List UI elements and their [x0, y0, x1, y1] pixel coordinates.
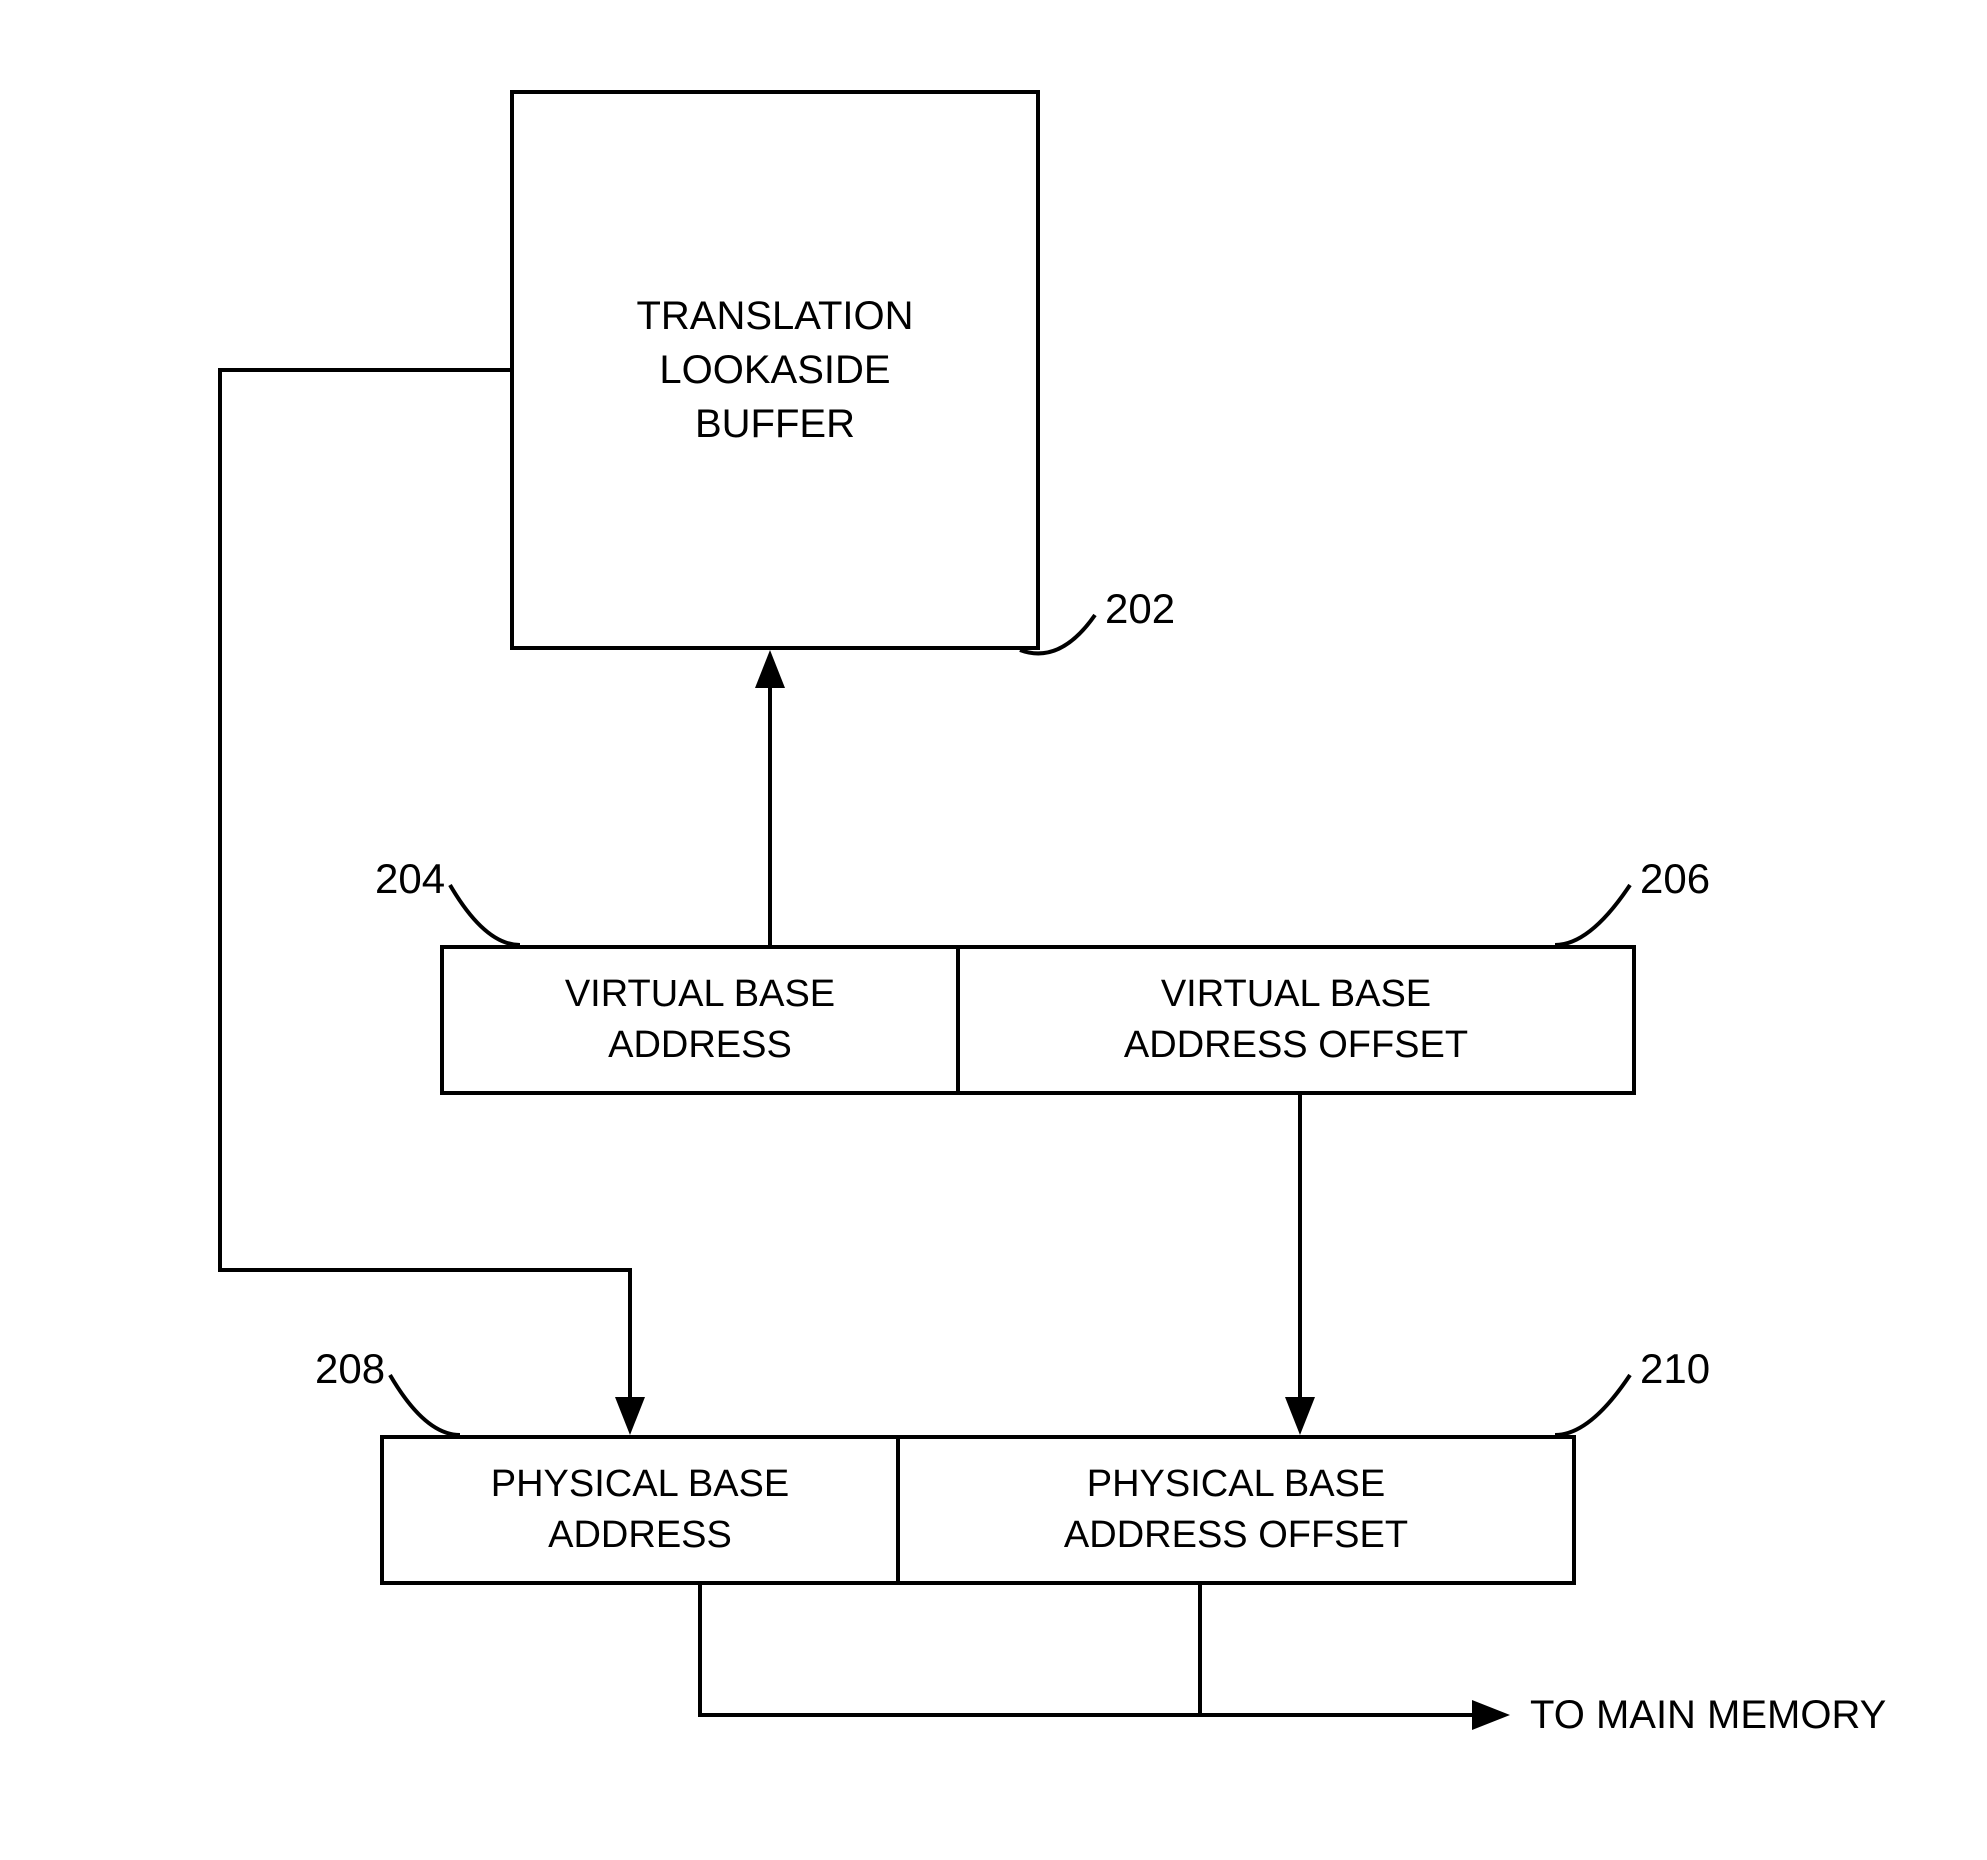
arrow-to-main-memory: [0, 0, 1987, 1860]
